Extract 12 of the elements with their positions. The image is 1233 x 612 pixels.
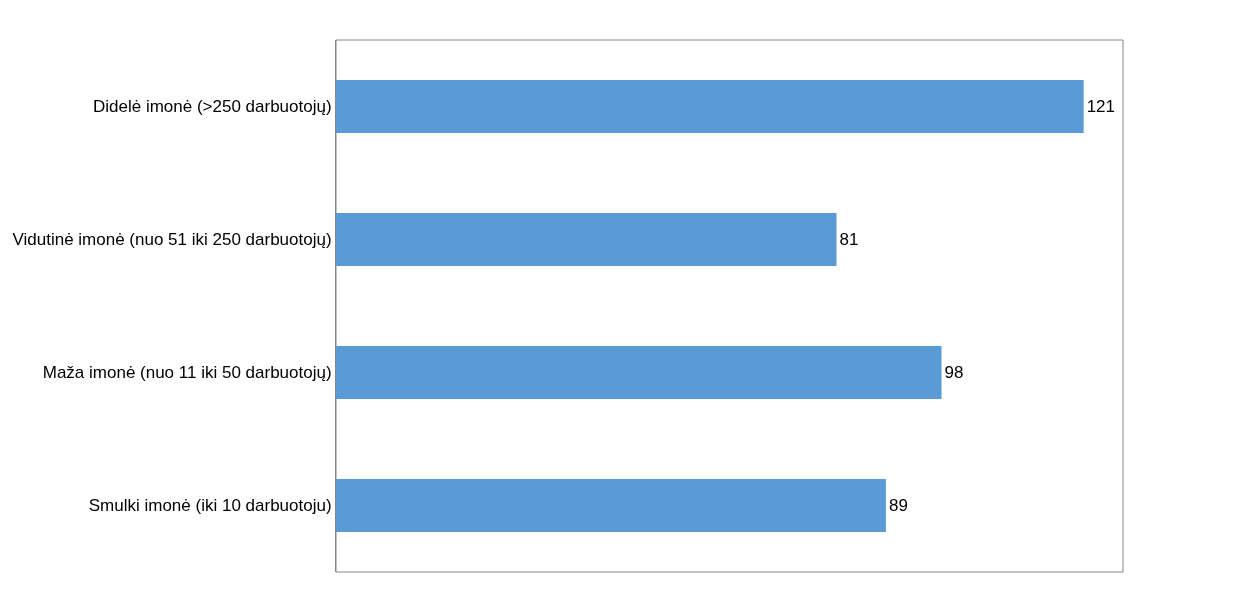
- bar: [336, 212, 837, 267]
- data-label: 121: [1086, 97, 1116, 116]
- data-label: 89: [888, 496, 908, 515]
- bar: [336, 345, 942, 400]
- y-tick-label: Maža imonė (nuo 11 iki 50 darbuotojų): [42, 363, 332, 383]
- y-tick-label: Smulki imonė (iki 10 darbuotoju): [88, 496, 332, 516]
- bar: [336, 79, 1084, 134]
- data-label: 81: [839, 230, 859, 249]
- y-tick-label: Didelė imonė (>250 darbuotojų): [92, 97, 332, 117]
- bar: [336, 478, 886, 533]
- data-label: 98: [944, 363, 964, 382]
- y-tick-label: Vidutinė imonė (nuo 51 iki 250 darbuotojų): [12, 230, 332, 250]
